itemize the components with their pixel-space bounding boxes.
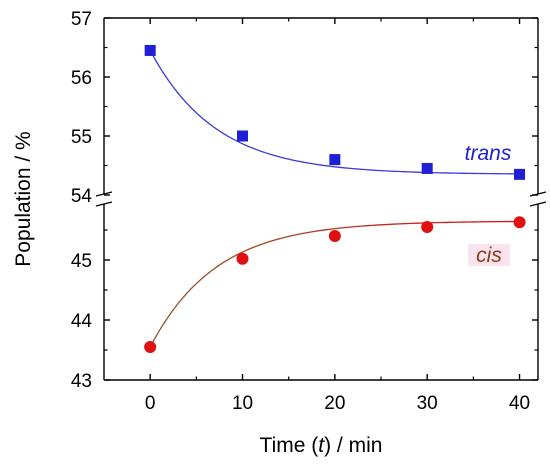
data-points — [144, 44, 526, 353]
left-break-mark-1 — [95, 191, 113, 197]
left-break-mark-2 — [95, 201, 113, 207]
cis-point — [421, 221, 434, 233]
right-break-mark-2 — [529, 201, 547, 207]
x-tick-label: 30 — [417, 393, 438, 414]
cis-point — [144, 341, 157, 353]
trans-point — [237, 130, 249, 142]
trans-series-label: trans — [465, 142, 512, 165]
cis-point — [513, 216, 526, 229]
trans-point — [421, 162, 433, 174]
cis-label-highlight — [468, 244, 510, 266]
y-upper-tick-label: 56 — [71, 68, 92, 89]
y-axis-label: Population / % — [12, 131, 35, 266]
trans-point — [329, 154, 341, 166]
trans-fit-curve — [149, 50, 520, 175]
chart-labels: trans cis Time (t) / min Population / % — [12, 131, 512, 457]
y-lower-tick-label: 44 — [71, 311, 93, 332]
cis-point — [328, 230, 341, 242]
x-axis-label: Time (t) / min — [260, 434, 383, 457]
trans-point — [144, 44, 156, 56]
x-tick-label: 40 — [509, 393, 530, 414]
x-tick-label: 20 — [324, 393, 345, 414]
cis-series-label: cis — [476, 244, 502, 267]
y-upper-tick-label: 57 — [71, 9, 92, 30]
cis-point — [236, 252, 249, 265]
y-lower-tick-label: 45 — [71, 251, 92, 272]
x-tick-label: 10 — [232, 393, 253, 414]
y-lower-tick-label: 43 — [71, 371, 92, 392]
x-tick-label: 0 — [145, 393, 156, 414]
fit-curves — [149, 50, 520, 348]
y-upper-tick-label: 54 — [71, 186, 93, 207]
trans-point — [514, 168, 526, 180]
axis-ticks: 0 10 20 30 40 54 55 56 57 43 44 45 — [71, 9, 538, 414]
y-upper-tick-label: 55 — [71, 127, 92, 148]
cis-fit-curve — [149, 220, 520, 348]
